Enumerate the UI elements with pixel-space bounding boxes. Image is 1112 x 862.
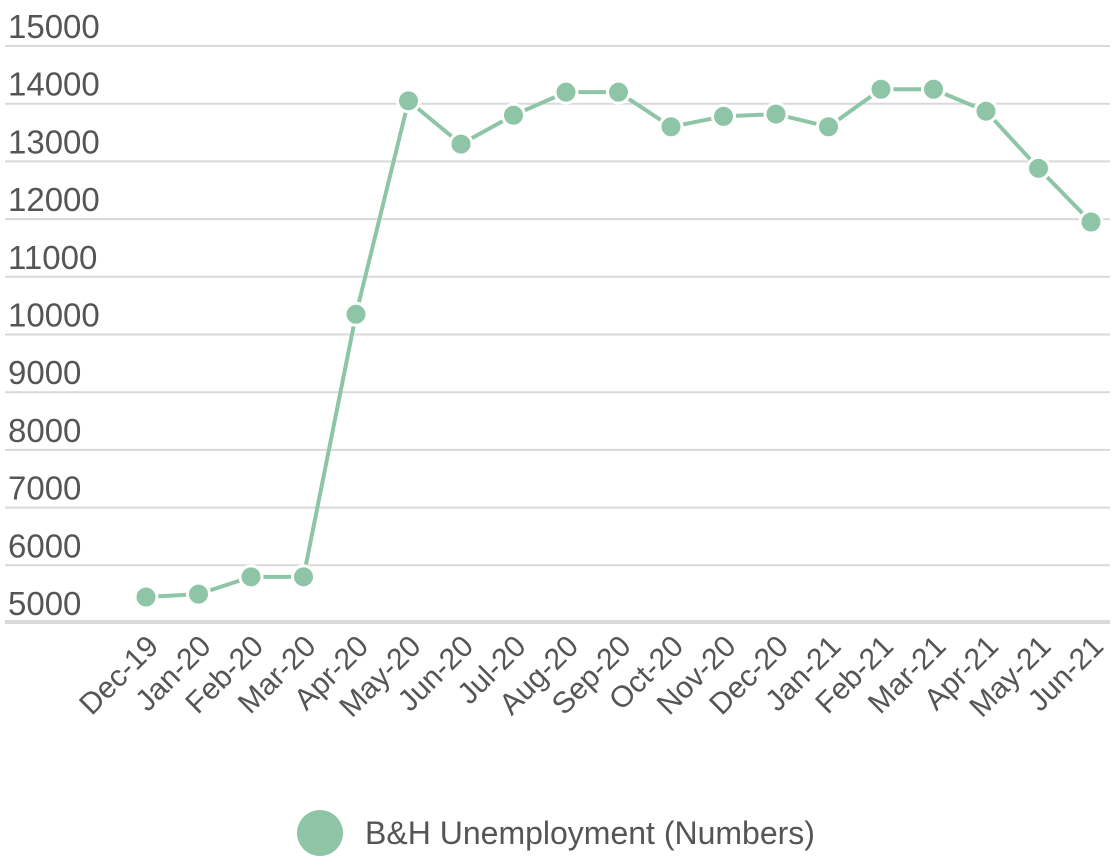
y-tick-label: 5000 — [8, 585, 81, 622]
data-point — [658, 114, 684, 140]
y-tick-label: 14000 — [8, 66, 100, 103]
data-point — [868, 76, 894, 102]
data-point — [238, 564, 264, 590]
data-point — [343, 301, 369, 327]
data-point — [501, 102, 526, 128]
chart-plot-area: 5000 6000 7000 8000 9000 10000 11000 12000 13000… — [5, 8, 1110, 724]
y-tick-label: 12000 — [8, 181, 100, 218]
legend-swatch — [297, 810, 344, 856]
data-point — [396, 88, 421, 114]
data-point — [133, 584, 159, 610]
y-tick-label: 10000 — [8, 297, 100, 334]
data-point — [553, 79, 579, 105]
data-point — [921, 76, 946, 102]
data-point — [711, 103, 736, 129]
data-point — [606, 79, 631, 105]
y-tick-label: 15000 — [8, 8, 100, 45]
data-point — [1078, 209, 1104, 235]
y-axis-tick-labels: 5000 6000 7000 8000 9000 10000 11000 12000 13000… — [8, 8, 100, 622]
data-point — [973, 98, 999, 124]
legend-label: B&H Unemployment (Numbers) — [365, 814, 815, 851]
y-tick-label: 6000 — [8, 527, 81, 564]
data-point — [186, 581, 211, 607]
series-line — [145, 87, 1093, 600]
y-tick-label: 7000 — [8, 470, 81, 507]
x-axis-tick-labels: Dec-19Jan-20Feb-20Mar-20Apr-20May-20Jun-… — [73, 630, 1110, 724]
data-point — [763, 101, 789, 127]
data-point — [448, 131, 474, 157]
y-tick-label: 11000 — [8, 239, 97, 276]
y-tick-label: 13000 — [8, 123, 100, 160]
data-point — [816, 114, 841, 140]
data-point — [1026, 155, 1051, 181]
legend: B&H Unemployment (Numbers) — [0, 808, 1112, 858]
data-point — [291, 564, 316, 590]
y-tick-label: 8000 — [8, 412, 81, 449]
gridlines — [5, 45, 1110, 624]
y-tick-label: 9000 — [8, 354, 81, 391]
series-layer — [133, 76, 1104, 610]
